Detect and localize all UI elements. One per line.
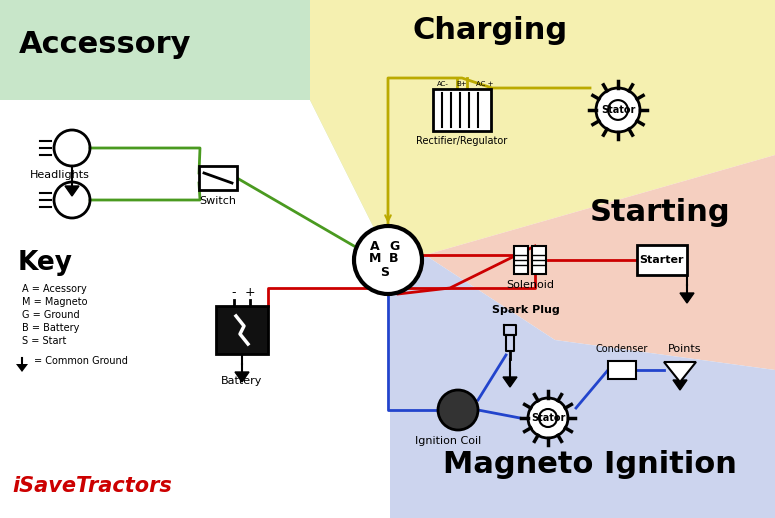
Text: +: + (245, 286, 255, 299)
Text: Magneto Ignition: Magneto Ignition (443, 450, 737, 479)
Polygon shape (664, 362, 696, 382)
Circle shape (354, 226, 422, 294)
Text: Stator: Stator (601, 105, 636, 115)
Text: Switch: Switch (199, 196, 236, 206)
Polygon shape (673, 380, 687, 390)
Polygon shape (235, 372, 249, 382)
Text: Stator: Stator (531, 413, 565, 423)
FancyBboxPatch shape (637, 245, 687, 275)
Circle shape (596, 88, 640, 132)
Text: = Common Ground: = Common Ground (34, 356, 128, 366)
Text: B: B (389, 252, 399, 266)
Polygon shape (425, 155, 775, 370)
Text: A = Acessory: A = Acessory (22, 284, 87, 294)
Text: Condenser: Condenser (596, 344, 648, 354)
Text: Rectifier/Regulator: Rectifier/Regulator (416, 136, 508, 146)
Text: Headlights: Headlights (30, 170, 90, 180)
Circle shape (608, 100, 628, 120)
Polygon shape (680, 293, 694, 303)
Text: G = Ground: G = Ground (22, 310, 80, 320)
Text: S: S (381, 266, 390, 279)
FancyBboxPatch shape (514, 246, 528, 274)
Polygon shape (16, 364, 28, 372)
Text: AC-: AC- (437, 81, 449, 87)
Text: Starter: Starter (639, 255, 684, 265)
FancyBboxPatch shape (433, 89, 491, 131)
Circle shape (539, 409, 557, 427)
Polygon shape (503, 377, 517, 387)
FancyBboxPatch shape (216, 306, 268, 354)
Circle shape (528, 398, 568, 438)
Text: Key: Key (18, 250, 73, 276)
Text: AC +: AC + (477, 81, 494, 87)
Text: B = Battery: B = Battery (22, 323, 79, 333)
Text: Charging: Charging (412, 16, 567, 45)
Polygon shape (310, 0, 775, 260)
Text: B+: B+ (456, 81, 467, 87)
FancyBboxPatch shape (532, 246, 546, 274)
Text: M: M (369, 252, 381, 266)
Text: G: G (389, 240, 399, 253)
Text: Battery: Battery (222, 376, 263, 386)
Polygon shape (65, 186, 79, 196)
Text: -: - (232, 286, 236, 299)
Text: Accessory: Accessory (19, 30, 191, 59)
Circle shape (438, 390, 478, 430)
Text: S = Start: S = Start (22, 336, 67, 346)
FancyBboxPatch shape (608, 361, 636, 379)
Text: Starting: Starting (590, 198, 730, 227)
Text: Solenoid: Solenoid (506, 280, 554, 290)
Text: A: A (370, 240, 380, 253)
Text: iSaveTractors: iSaveTractors (12, 476, 172, 496)
Polygon shape (0, 0, 390, 260)
FancyBboxPatch shape (199, 166, 237, 190)
Text: M = Magneto: M = Magneto (22, 297, 88, 307)
Text: Points: Points (668, 344, 701, 354)
Polygon shape (390, 255, 775, 518)
Text: Ignition Coil: Ignition Coil (415, 436, 481, 446)
Text: Spark Plug: Spark Plug (492, 305, 560, 315)
